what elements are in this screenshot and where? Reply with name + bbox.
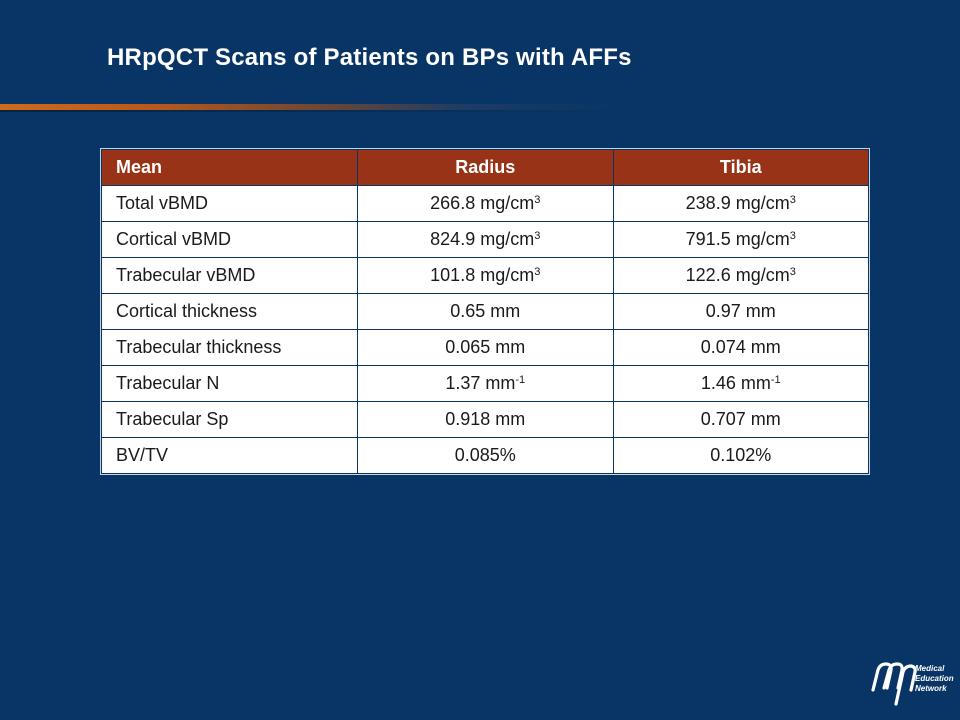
row-label: Total vBMD <box>101 185 358 222</box>
data-table: Mean Radius Tibia Total vBMD 266.8 mg/cm3… <box>100 148 870 475</box>
tibia-value: 0.102% <box>612 437 869 474</box>
tibia-value-text: 0.074 mm <box>700 337 781 357</box>
tibia-value: 0.707 mm <box>612 401 869 438</box>
title-underline <box>0 104 620 112</box>
header-radius: Radius <box>357 149 614 186</box>
tibia-value: 791.5 mg/cm3 <box>612 221 869 258</box>
radius-value: 101.8 mg/cm3 <box>357 257 614 294</box>
radius-value-text: 1.37 mm <box>445 373 516 393</box>
radius-unit-exponent: -1 <box>515 374 526 386</box>
men-logo-icon <box>871 662 917 706</box>
table-row: Trabecular Sp 0.918 mm 0.707 mm <box>101 401 869 438</box>
tibia-value: 122.6 mg/cm3 <box>612 257 869 294</box>
header-mean: Mean <box>101 149 358 186</box>
row-label: BV/TV <box>101 437 358 474</box>
table-row: Total vBMD 266.8 mg/cm3 238.9 mg/cm3 <box>101 185 869 222</box>
tibia-unit-exponent: 3 <box>789 194 796 206</box>
radius-unit-exponent: 3 <box>534 230 541 242</box>
tibia-value-text: 1.46 mm <box>700 373 771 393</box>
radius-value: 0.065 mm <box>357 329 614 366</box>
row-label: Trabecular Sp <box>101 401 358 438</box>
tibia-unit-exponent: -1 <box>770 374 781 386</box>
tibia-value: 0.074 mm <box>612 329 869 366</box>
radius-value: 0.085% <box>357 437 614 474</box>
radius-value-text: 266.8 mg/cm <box>430 193 535 213</box>
radius-value-text: 101.8 mg/cm <box>430 265 535 285</box>
tibia-value-text: 0.102% <box>710 445 772 465</box>
radius-value: 266.8 mg/cm3 <box>357 185 614 222</box>
header-tibia: Tibia <box>612 149 869 186</box>
radius-value-text: 0.918 mm <box>445 409 526 429</box>
table-row: Trabecular vBMD 101.8 mg/cm3 122.6 mg/cm3 <box>101 257 869 294</box>
table-row: BV/TV 0.085% 0.102% <box>101 437 869 474</box>
slide-title: HRpQCT Scans of Patients on BPs with AFF… <box>107 44 632 71</box>
table-row: Cortical vBMD 824.9 mg/cm3 791.5 mg/cm3 <box>101 221 869 258</box>
radius-unit-exponent: 3 <box>534 194 541 206</box>
radius-value-text: 0.065 mm <box>445 337 526 357</box>
row-label: Cortical vBMD <box>101 221 358 258</box>
radius-value: 824.9 mg/cm3 <box>357 221 614 258</box>
logo-text: Medical Education Network <box>915 664 954 693</box>
tibia-value-text: 238.9 mg/cm <box>685 193 790 213</box>
row-label: Trabecular thickness <box>101 329 358 366</box>
tibia-unit-exponent: 3 <box>789 266 796 278</box>
tibia-unit-exponent: 3 <box>789 230 796 242</box>
radius-unit-exponent: 3 <box>534 266 541 278</box>
radius-value-text: 0.65 mm <box>450 301 521 321</box>
radius-value: 1.37 mm-1 <box>357 365 614 402</box>
tibia-value: 1.46 mm-1 <box>612 365 869 402</box>
row-label: Cortical thickness <box>101 293 358 330</box>
men-logo: Medical Education Network <box>870 660 954 710</box>
tibia-value-text: 122.6 mg/cm <box>685 265 790 285</box>
tibia-value-text: 0.97 mm <box>705 301 776 321</box>
radius-value: 0.65 mm <box>357 293 614 330</box>
radius-value-text: 824.9 mg/cm <box>430 229 535 249</box>
tibia-value-text: 0.707 mm <box>700 409 781 429</box>
tibia-value: 0.97 mm <box>612 293 869 330</box>
table-row: Trabecular thickness 0.065 mm 0.074 mm <box>101 329 869 366</box>
table-header-row: Mean Radius Tibia <box>101 149 869 186</box>
radius-value: 0.918 mm <box>357 401 614 438</box>
row-label: Trabecular N <box>101 365 358 402</box>
table-row: Cortical thickness 0.65 mm 0.97 mm <box>101 293 869 330</box>
radius-value-text: 0.085% <box>454 445 516 465</box>
tibia-value-text: 791.5 mg/cm <box>685 229 790 249</box>
tibia-value: 238.9 mg/cm3 <box>612 185 869 222</box>
table-row: Trabecular N 1.37 mm-1 1.46 mm-1 <box>101 365 869 402</box>
row-label: Trabecular vBMD <box>101 257 358 294</box>
